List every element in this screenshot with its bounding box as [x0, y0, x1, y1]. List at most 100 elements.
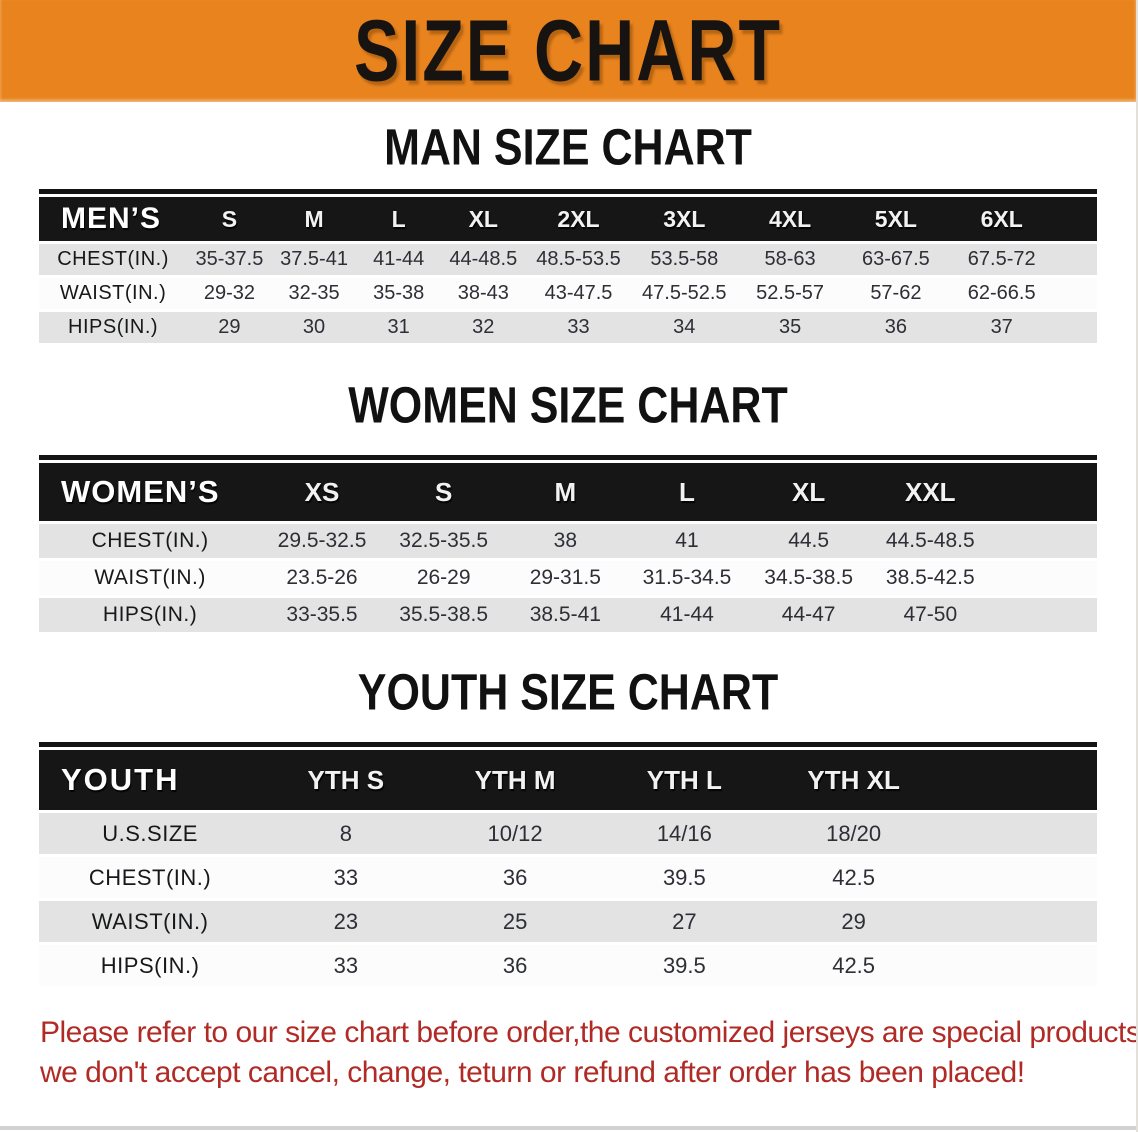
size-column-header: YTH S — [307, 764, 385, 795]
filler-cell — [938, 945, 1097, 986]
size-value: 32.5-35.5 — [382, 524, 505, 558]
table-header-row: MEN’S S M L XL 2XL 3XL 4XL 5XL 6XL — [39, 197, 1097, 241]
table-header-row: WOMEN’S XS S M L XL XXL — [39, 463, 1097, 521]
size-column-header: 6XL — [980, 205, 1023, 232]
size-value: 37 — [948, 312, 1055, 343]
size-column-header: XL — [792, 476, 826, 507]
size-value: 52.5-57 — [737, 278, 843, 309]
size-value: 14/16 — [599, 813, 769, 854]
size-value: 42.5 — [768, 945, 939, 986]
row-label: CHEST(IN.) — [39, 524, 262, 558]
size-column-header: S — [221, 205, 238, 232]
size-column-header: L — [391, 205, 406, 232]
banner-title: SIZE CHART — [354, 2, 782, 100]
size-value: 23 — [261, 901, 431, 942]
size-value: 36 — [430, 857, 600, 898]
row-label: HIPS(IN.) — [39, 312, 188, 343]
filler-cell — [1054, 312, 1097, 343]
women-section-heading: WOMEN SIZE CHART — [348, 377, 788, 435]
filler-cell — [1054, 278, 1097, 309]
size-value: 29-31.5 — [504, 561, 627, 595]
measurement-row: WAIST(IN.) 23 25 27 29 — [39, 901, 1097, 942]
size-column-header: S — [435, 476, 453, 507]
filler-cell — [1054, 244, 1097, 275]
row-label: WAIST(IN.) — [39, 278, 188, 309]
filler-cell — [991, 524, 1097, 558]
men-size-table: MEN’S S M L XL 2XL 3XL 4XL 5XL 6XL CHEST(IN.) 35-37… — [39, 189, 1097, 346]
size-value: 18/20 — [768, 813, 939, 854]
size-value: 67.5-72 — [948, 244, 1055, 275]
size-value: 41-44 — [626, 598, 748, 632]
size-value: 33 — [261, 945, 431, 986]
row-label: CHEST(IN.) — [39, 244, 188, 275]
size-value: 33 — [525, 312, 632, 343]
size-value: 38 — [504, 524, 627, 558]
size-value: 38.5-41 — [504, 598, 627, 632]
size-value: 32 — [440, 312, 526, 343]
size-column-header: 5XL — [874, 205, 917, 232]
measurement-row: CHEST(IN.) 29.5-32.5 32.5-35.5 38 41 44.5 44.5… — [39, 524, 1097, 558]
size-value: 39.5 — [599, 945, 769, 986]
size-column-header: L — [679, 476, 695, 507]
filler-cell — [938, 750, 1097, 810]
filler-cell — [991, 463, 1097, 521]
size-column-header: XXL — [905, 476, 956, 507]
measurement-row: CHEST(IN.) 35-37.5 37.5-41 41-44 44-48.5 48.5… — [39, 244, 1097, 275]
size-value: 33 — [261, 857, 431, 898]
size-value: 35-37.5 — [187, 244, 272, 275]
size-value: 44.5 — [747, 524, 870, 558]
size-value: 25 — [430, 901, 600, 942]
notice-line-1: Please refer to our size chart before or… — [40, 1016, 1138, 1049]
size-value: 63-67.5 — [843, 244, 949, 275]
size-value: 31.5-34.5 — [626, 561, 748, 595]
size-value: 33-35.5 — [261, 598, 383, 632]
filler-cell — [938, 857, 1097, 898]
size-value: 38-43 — [440, 278, 526, 309]
youth-section-heading: YOUTH SIZE CHART — [357, 664, 779, 722]
size-value: 29 — [768, 901, 939, 942]
size-value: 35-38 — [356, 278, 441, 309]
size-value: 35.5-38.5 — [382, 598, 505, 632]
size-value: 38.5-42.5 — [869, 561, 992, 595]
measurement-row: U.S.SIZE 8 10/12 14/16 18/20 — [39, 813, 1097, 854]
size-value: 30 — [271, 312, 357, 343]
size-value: 34 — [631, 312, 738, 343]
size-value: 29-32 — [187, 278, 272, 309]
size-column-header: XL — [468, 205, 498, 232]
size-value: 8 — [261, 813, 431, 854]
notice-line-2: we don't accept cancel, change, teturn o… — [40, 1056, 1025, 1089]
size-value: 42.5 — [768, 857, 939, 898]
table-header-label: MEN’S — [61, 202, 162, 235]
section-youth: YOUTH SIZE CHART YOUTH YTH S YTH M YTH L YTH… — [0, 665, 1136, 989]
size-value: 53.5-58 — [631, 244, 738, 275]
size-value: 43-47.5 — [525, 278, 632, 309]
size-value: 44-47 — [747, 598, 870, 632]
row-label: HIPS(IN.) — [39, 598, 262, 632]
size-value: 10/12 — [430, 813, 600, 854]
row-label: HIPS(IN.) — [39, 945, 262, 986]
size-value: 41 — [626, 524, 748, 558]
size-value: 29 — [187, 312, 272, 343]
youth-size-table: YOUTH YTH S YTH M YTH L YTH XL U.S.SIZE 8 10/12… — [39, 742, 1097, 989]
size-column-header: YTH M — [474, 764, 556, 795]
size-value: 36 — [843, 312, 949, 343]
size-value: 47-50 — [869, 598, 992, 632]
measurement-row: CHEST(IN.) 33 36 39.5 42.5 — [39, 857, 1097, 898]
size-value: 34.5-38.5 — [747, 561, 870, 595]
size-value: 35 — [737, 312, 843, 343]
banner: SIZE CHART — [0, 0, 1136, 102]
size-value: 44-48.5 — [440, 244, 526, 275]
measurement-row: WAIST(IN.) 23.5-26 26-29 29-31.5 31.5-34.5 34… — [39, 561, 1097, 595]
measurement-row: HIPS(IN.) 29 30 31 32 33 34 35 36 37 — [39, 312, 1097, 343]
filler-cell — [1055, 197, 1097, 241]
charts-area: MAN SIZE CHART MEN’S S M L XL 2XL 3XL 4XL 5XL 6XL… — [0, 120, 1136, 989]
table-header-row: YOUTH YTH S YTH M YTH L YTH XL — [39, 750, 1097, 810]
size-column-header: M — [554, 476, 577, 507]
size-column-header: 2XL — [557, 205, 600, 232]
filler-cell — [991, 598, 1097, 632]
size-column-header: YTH L — [646, 764, 722, 795]
size-value: 31 — [356, 312, 441, 343]
row-label: WAIST(IN.) — [39, 901, 262, 942]
size-column-header: M — [304, 205, 324, 232]
size-value: 36 — [430, 945, 600, 986]
